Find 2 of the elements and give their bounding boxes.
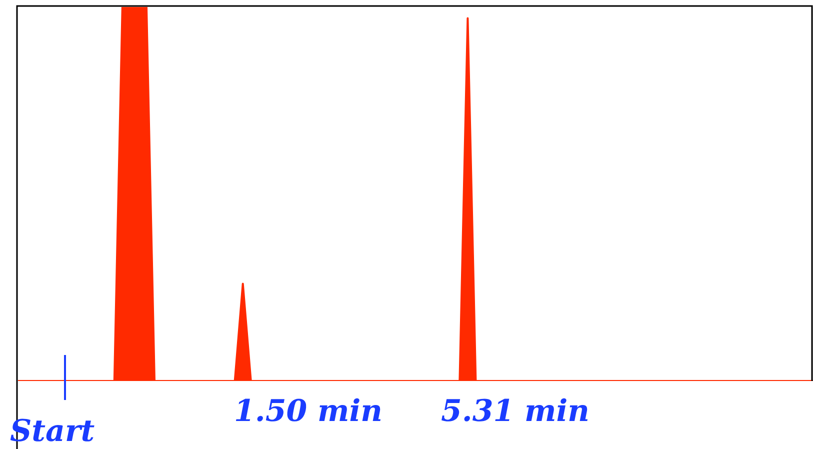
text: 5.31 min bbox=[441, 394, 590, 429]
text: 1.50 min bbox=[234, 394, 382, 429]
